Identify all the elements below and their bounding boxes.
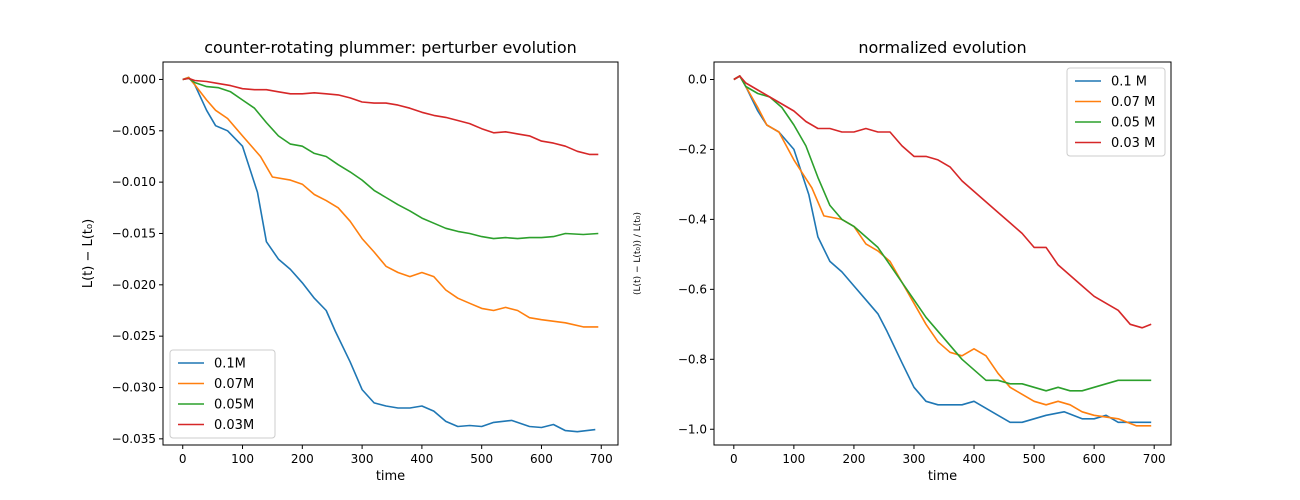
y-tick-label: −1.0	[678, 422, 707, 436]
x-tick-label: 500	[470, 452, 493, 466]
legend-item: 0.07M	[178, 377, 254, 392]
chart-2: 0 100 200 300 400 500 600 700 0.0 −0.2 −0.4 −0.6 −0.…	[633, 38, 1172, 484]
legend-item: 0.03M	[178, 418, 254, 433]
legend-item: 0.1M	[178, 357, 246, 372]
series-lines	[182, 76, 599, 433]
x-tick-label: 700	[590, 452, 613, 466]
x-tick-label: 400	[963, 452, 986, 466]
x-tick-label: 0	[730, 452, 738, 466]
y-tick-label: −0.2	[678, 142, 707, 156]
legend-label: 0.05 M	[1111, 116, 1155, 131]
legend-label: 0.05M	[214, 398, 254, 413]
series-line-0-05M	[182, 77, 599, 240]
plot-frame	[713, 61, 1172, 446]
y-tick-label: 0.0	[688, 72, 707, 86]
x-tick-label: 600	[1083, 452, 1106, 466]
x-tick-label: 300	[351, 452, 374, 466]
x-tick-label: 200	[842, 452, 865, 466]
y-tick-label: −0.010	[112, 175, 156, 189]
series-line-0-07M	[733, 75, 1152, 427]
series-lines	[733, 75, 1152, 427]
series-line-0-03M	[733, 75, 1152, 329]
legend-label: 0.1M	[214, 357, 246, 372]
legend-item: 0.07 M	[1075, 95, 1155, 110]
legend: 0.1 M 0.07 M 0.05 M 0.03 M	[1066, 67, 1166, 157]
x-tick-label: 100	[231, 452, 254, 466]
y-axis-label: L(t) − L(t₀)	[81, 219, 96, 288]
x-tick-label: 200	[291, 452, 314, 466]
chart-title: normalized evolution	[858, 38, 1026, 57]
series-line-0-05M	[733, 75, 1152, 392]
x-tick-label: 0	[179, 452, 187, 466]
y-tick-label: −0.030	[112, 380, 156, 394]
x-axis-label: time	[376, 469, 405, 484]
series-line-0-1M	[182, 76, 596, 433]
legend-label: 0.1 M	[1111, 75, 1147, 90]
x-tick-label: 700	[1143, 452, 1166, 466]
y-tick-label: −0.6	[678, 282, 707, 296]
legend-box	[169, 349, 276, 439]
y-axis-label: (L(t) − L(t₀)) / L(t₀)	[633, 212, 643, 295]
y-tick-label: −0.035	[112, 432, 156, 446]
x-tick-label: 300	[903, 452, 926, 466]
series-line-0-07M	[182, 76, 599, 328]
legend-label: 0.07 M	[1111, 95, 1155, 110]
y-tick-label: −0.8	[678, 352, 707, 366]
chart-1: 0 100 200 300 400 500 600 700 0.000 −0.005 −0.010 −…	[81, 38, 619, 484]
series-line-0-03M	[182, 77, 599, 156]
legend-box	[1066, 67, 1166, 157]
legend-label: 0.07M	[214, 377, 254, 392]
y-tick-label: −0.025	[112, 329, 156, 343]
y-tick-label: 0.000	[122, 72, 156, 86]
x-axis-label: time	[928, 469, 957, 484]
x-tick-label: 500	[1023, 452, 1046, 466]
chart-title: counter-rotating plummer: perturber evol…	[204, 38, 577, 57]
x-tick-label: 100	[782, 452, 805, 466]
legend-item: 0.05M	[178, 398, 254, 413]
x-tick-label: 600	[530, 452, 553, 466]
legend-item: 0.05 M	[1075, 116, 1155, 131]
legend-item: 0.03 M	[1075, 136, 1155, 151]
legend-label: 0.03M	[214, 418, 254, 433]
plot-frame	[162, 61, 619, 446]
y-tick-label: −0.020	[112, 278, 156, 292]
legend-label: 0.03 M	[1111, 136, 1155, 151]
legend: 0.1M 0.07M 0.05M 0.03M	[169, 349, 276, 439]
series-line-0-1M	[733, 75, 1152, 424]
x-tick-label: 400	[410, 452, 433, 466]
y-tick-label: −0.015	[112, 226, 156, 240]
y-tick-label: −0.4	[678, 212, 707, 226]
y-tick-label: −0.005	[112, 124, 156, 138]
legend-item: 0.1 M	[1075, 75, 1147, 90]
